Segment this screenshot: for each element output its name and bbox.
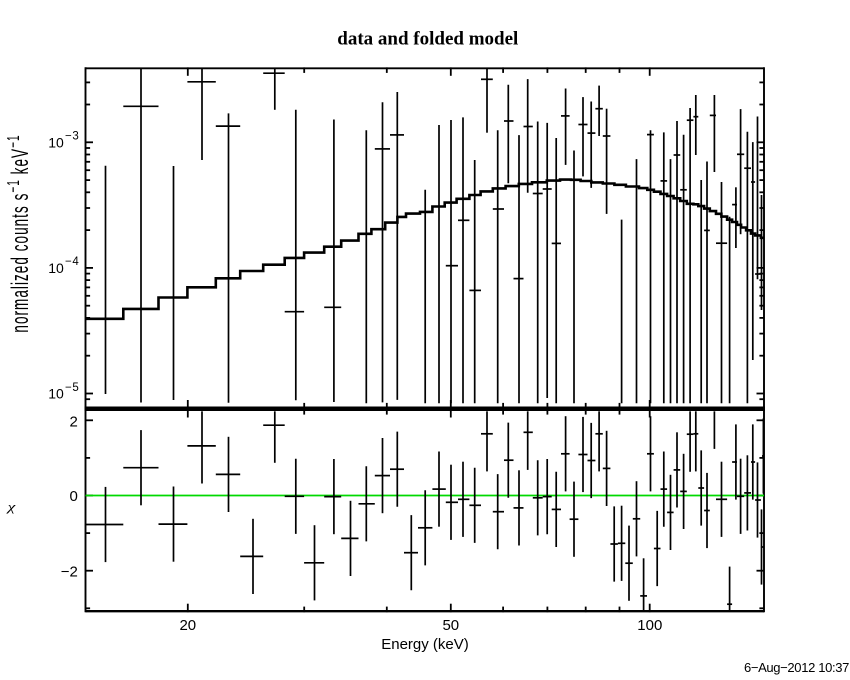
svg-text:−3: −3 [65, 131, 79, 143]
svg-text:2: 2 [69, 413, 77, 430]
svg-text:10: 10 [48, 260, 64, 276]
svg-text:100: 100 [637, 617, 662, 634]
svg-text:−5: −5 [65, 382, 79, 394]
svg-text:0: 0 [69, 488, 77, 505]
svg-text:50: 50 [442, 617, 459, 634]
svg-text:20: 20 [179, 617, 196, 634]
svg-text:normalized counts s−1 keV−1: normalized counts s−1 keV−1 [4, 134, 34, 332]
svg-text:χ: χ [5, 500, 15, 514]
svg-text:6−Aug−2012 10:37: 6−Aug−2012 10:37 [744, 660, 849, 675]
svg-text:10: 10 [48, 135, 64, 151]
svg-text:data and folded model: data and folded model [337, 29, 518, 50]
svg-text:−2: −2 [61, 563, 78, 580]
svg-text:10: 10 [48, 386, 64, 402]
svg-text:Energy (keV): Energy (keV) [381, 636, 469, 653]
svg-text:−4: −4 [65, 256, 79, 268]
